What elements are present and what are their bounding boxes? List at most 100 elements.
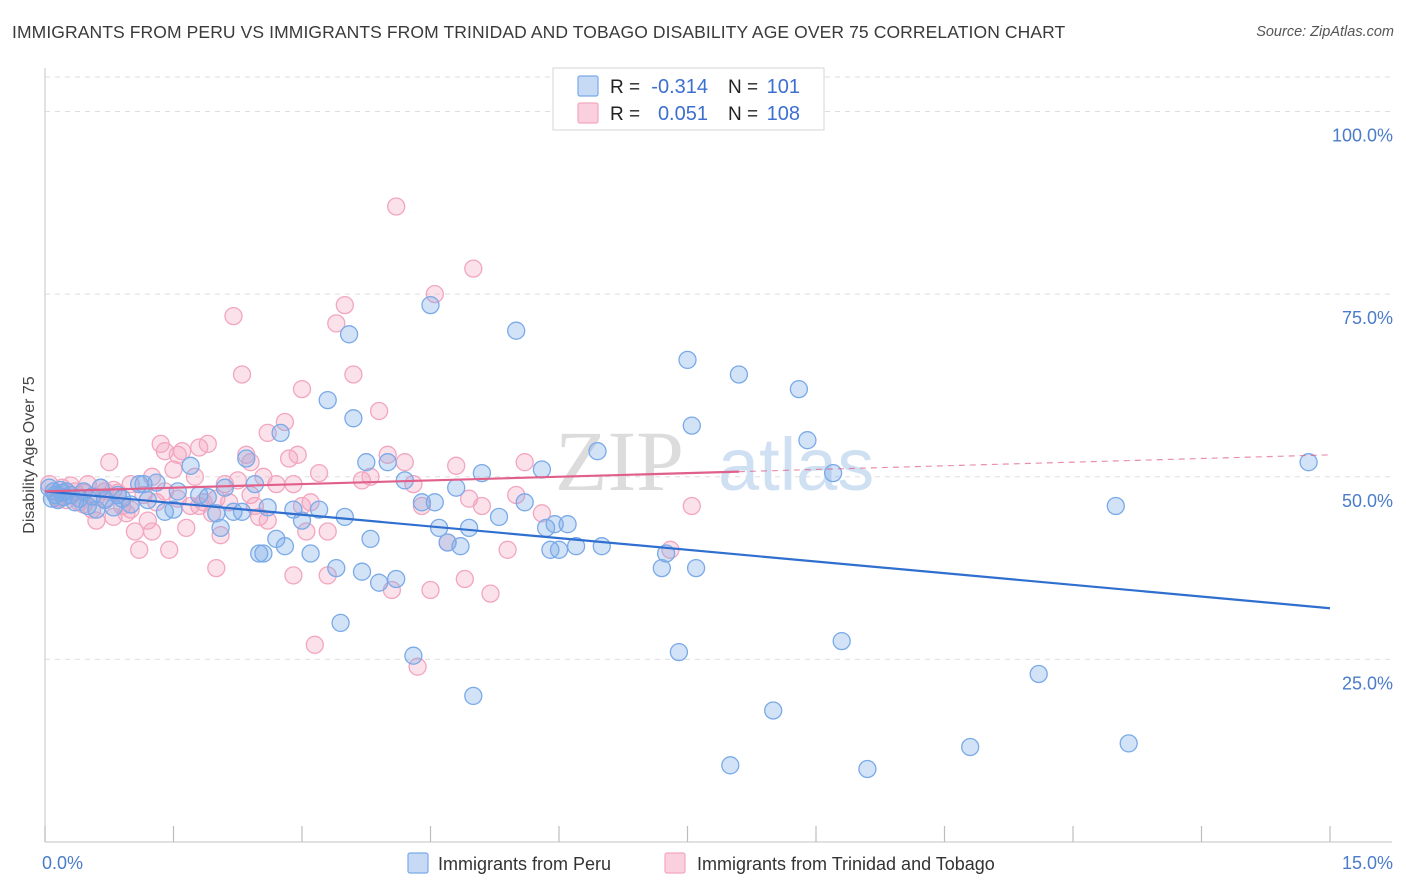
legend-swatch-trinidad bbox=[664, 852, 686, 874]
trinidad-point bbox=[455, 569, 474, 589]
peru-point bbox=[352, 562, 372, 581]
chart-title: IMMIGRANTS FROM PERU VS IMMIGRANTS FROM … bbox=[12, 22, 1066, 42]
peru-point bbox=[515, 493, 534, 512]
trinidad-point bbox=[472, 496, 492, 516]
series-legend: Immigrants from Peru Immigrants from Tri… bbox=[407, 852, 995, 874]
peru-point bbox=[678, 350, 697, 370]
peru-point bbox=[459, 518, 479, 538]
peru-point bbox=[331, 613, 350, 633]
trend-lines bbox=[44, 454, 1331, 610]
peru-point bbox=[327, 558, 346, 578]
peru-point bbox=[729, 365, 749, 384]
trinidad-point bbox=[130, 540, 149, 559]
peru-point bbox=[301, 544, 320, 563]
peru-point bbox=[764, 701, 783, 720]
legend-n-value-peru: 101 bbox=[767, 76, 800, 98]
peru-point bbox=[361, 529, 380, 549]
peru-point bbox=[1299, 453, 1318, 472]
trinidad-point bbox=[309, 463, 329, 483]
peru-point bbox=[832, 631, 851, 651]
trinidad-point bbox=[232, 365, 252, 384]
peru-point bbox=[335, 507, 354, 527]
trinidad-point bbox=[207, 558, 226, 578]
peru-point bbox=[318, 390, 337, 410]
peru-point bbox=[412, 493, 432, 512]
peru-point bbox=[369, 573, 389, 592]
peru-point bbox=[858, 759, 877, 779]
trinidad-point bbox=[344, 365, 363, 384]
watermark: ZIP atlas bbox=[555, 413, 874, 509]
peru-point bbox=[1119, 734, 1138, 753]
peru-point bbox=[339, 325, 359, 344]
peru-point bbox=[447, 478, 466, 497]
trinidad-point bbox=[425, 284, 444, 304]
peru-point bbox=[472, 463, 492, 483]
peru-point bbox=[961, 737, 980, 757]
peru-point bbox=[532, 460, 552, 479]
watermark-zip: ZIP bbox=[555, 413, 684, 509]
trinidad-point bbox=[532, 504, 552, 523]
trinidad-point bbox=[318, 522, 337, 541]
trinidad-point bbox=[292, 379, 312, 399]
peru-point bbox=[451, 537, 470, 556]
y-tick-labels: 25.0% 50.0% 75.0% 100.0% bbox=[1332, 126, 1393, 694]
peru-point bbox=[254, 544, 273, 563]
trinidad-point bbox=[160, 540, 179, 559]
trinidad-point bbox=[100, 453, 119, 472]
peru-point bbox=[271, 423, 290, 443]
y-tick-label: 100.0% bbox=[1332, 126, 1393, 146]
trinidad-point bbox=[378, 445, 397, 464]
peru-point bbox=[686, 558, 706, 578]
trinidad-point bbox=[515, 453, 534, 472]
peru-point bbox=[164, 500, 183, 519]
trend-line-peru bbox=[44, 490, 1331, 610]
peru-point bbox=[798, 431, 817, 450]
trinidad-point bbox=[395, 453, 414, 472]
trinidad-point bbox=[327, 314, 346, 333]
peru-point bbox=[592, 537, 611, 556]
peru-point bbox=[258, 498, 277, 517]
watermark-atlas: atlas bbox=[718, 423, 874, 506]
y-tick-label: 50.0% bbox=[1342, 491, 1393, 511]
trinidad-point bbox=[387, 197, 406, 216]
peru-point bbox=[1029, 664, 1048, 684]
peru-point bbox=[168, 482, 187, 501]
legend-n-label: N = bbox=[728, 104, 758, 125]
peru-point bbox=[309, 500, 329, 519]
peru-point bbox=[357, 453, 376, 472]
peru-point bbox=[147, 473, 166, 492]
peru-point bbox=[566, 537, 586, 556]
trinidad-point bbox=[288, 445, 307, 464]
legend-n-value-trinidad: 108 bbox=[767, 103, 800, 125]
axes bbox=[44, 68, 1392, 843]
trinidad-point bbox=[258, 423, 277, 443]
peru-point bbox=[425, 493, 444, 512]
peru-point bbox=[250, 544, 269, 563]
peru-point bbox=[344, 409, 363, 428]
legend-n-label: N = bbox=[728, 77, 758, 98]
y-tick-label: 75.0% bbox=[1342, 308, 1393, 328]
trinidad-point bbox=[464, 259, 483, 278]
x-tick-labels: 0.0% 15.0% bbox=[42, 853, 1393, 873]
peru-point bbox=[292, 511, 312, 530]
peru-point bbox=[669, 642, 689, 662]
peru-point bbox=[211, 518, 230, 538]
peru-point bbox=[404, 646, 423, 665]
peru-point bbox=[198, 488, 217, 507]
legend-r-value-trinidad: 0.051 bbox=[658, 103, 708, 125]
peru-point bbox=[464, 686, 483, 706]
peru-point bbox=[789, 379, 809, 399]
legend-label-peru: Immigrants from Peru bbox=[438, 854, 611, 874]
peru-point bbox=[245, 474, 265, 494]
peru-point bbox=[378, 453, 397, 472]
x-tick-label-max: 15.0% bbox=[1342, 853, 1393, 873]
trinidad-point bbox=[305, 635, 324, 654]
legend-r-label: R = bbox=[610, 104, 640, 125]
x-tick-label-min: 0.0% bbox=[42, 853, 83, 873]
legend-swatch-peru bbox=[577, 75, 599, 97]
trinidad-point bbox=[284, 566, 303, 585]
peru-point bbox=[507, 321, 526, 340]
trinidad-point bbox=[142, 522, 162, 541]
trinidad-point bbox=[168, 445, 187, 464]
